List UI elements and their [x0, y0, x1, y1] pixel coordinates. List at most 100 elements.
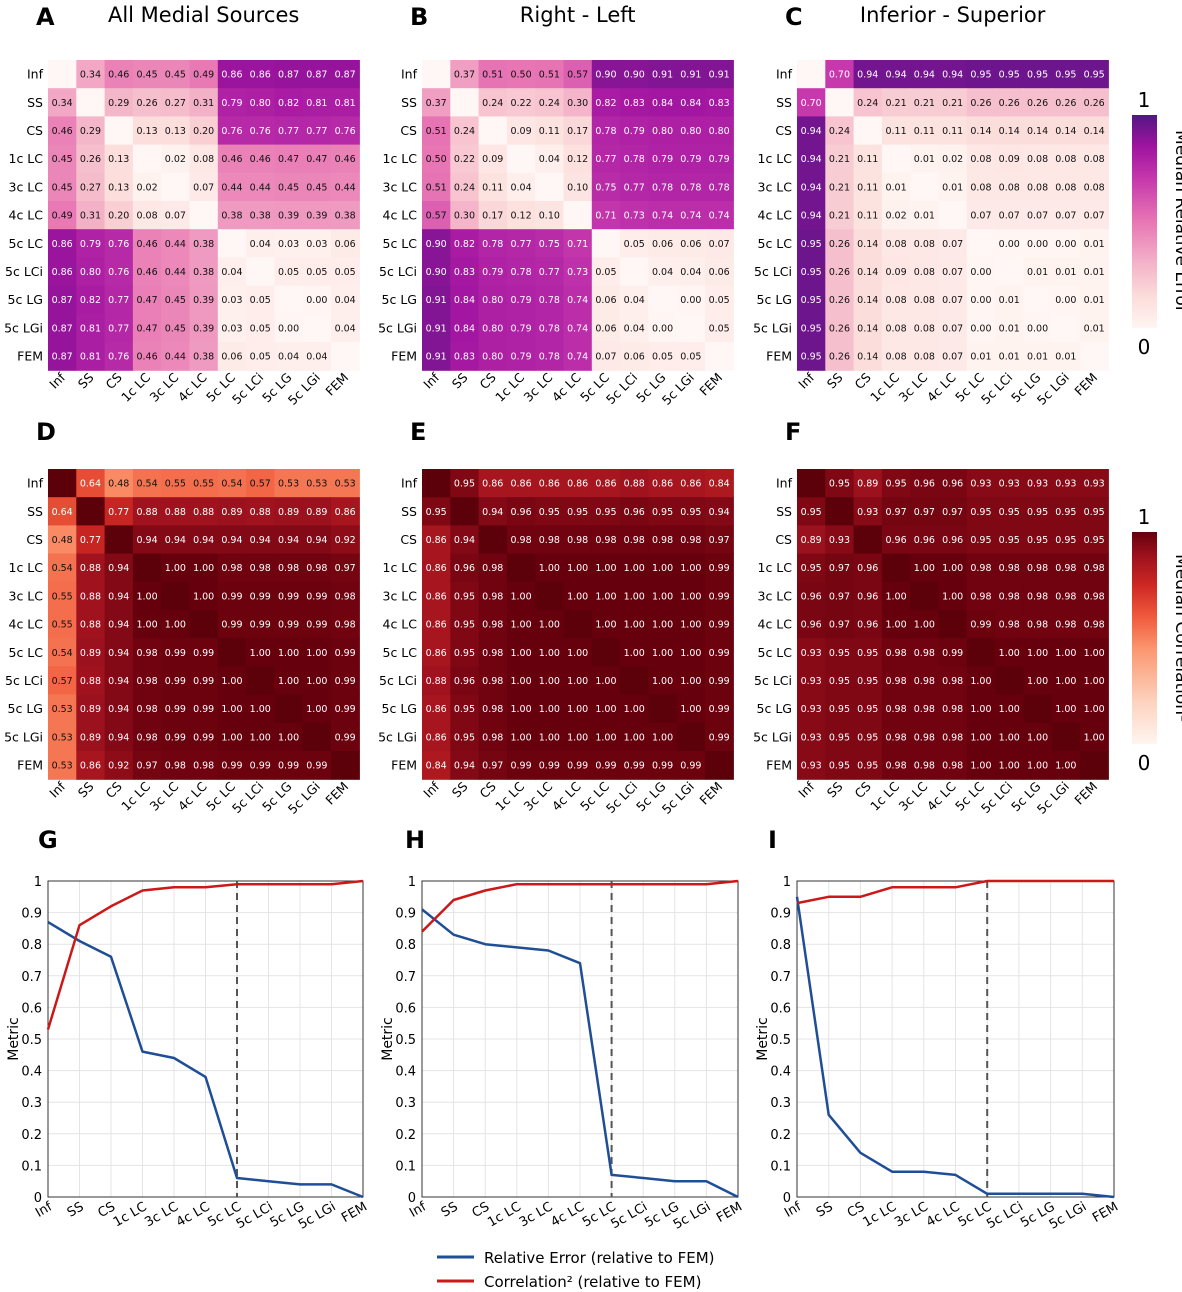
- heatmap-cell: [966, 313, 996, 343]
- y-tick-label: 5c LCi: [5, 673, 43, 688]
- cell-value-label: 0.95: [1027, 535, 1048, 546]
- cell-value-label: 0.39: [193, 323, 214, 334]
- y-tick-label: FEM: [391, 758, 417, 773]
- heatmap-cell: [535, 497, 565, 526]
- heatmap-cell: [535, 257, 565, 287]
- heatmap-cell: [676, 581, 706, 611]
- line-legend: Relative Error (relative to FEM)Correlat…: [437, 1249, 715, 1291]
- heatmap-cell: [506, 144, 536, 174]
- cell-value-label: 0.27: [80, 182, 101, 193]
- cell-value-label: 0.89: [221, 507, 242, 518]
- cell-value-label: 0.39: [193, 295, 214, 306]
- cell-value-label: 0.90: [426, 239, 447, 250]
- y-tick-label: 0.3: [21, 1096, 42, 1111]
- heatmap-cell: [591, 342, 621, 371]
- cell-value-label: 0.99: [709, 591, 730, 602]
- cell-value-label: 0.79: [709, 154, 730, 165]
- cell-value-label: 0.05: [250, 352, 271, 363]
- heatmap-cell: [189, 116, 219, 146]
- heatmap-cell: [797, 144, 826, 174]
- heatmap-cell: [189, 666, 219, 696]
- cell-value-label: 0.94: [801, 182, 822, 193]
- heatmap-cell: [48, 553, 77, 583]
- cell-value-label: 0.86: [426, 563, 447, 574]
- y-tick-label: 5c LC: [9, 236, 44, 251]
- heatmap-cell: [825, 144, 855, 174]
- cell-value-label: 0.86: [52, 267, 73, 278]
- heatmap-cell: [825, 201, 855, 230]
- cell-value-label: 0.99: [221, 620, 242, 631]
- heatmap-cell: [563, 229, 593, 258]
- heatmap-cell: [450, 342, 480, 371]
- heatmap-cell: [676, 88, 706, 117]
- cell-value-label: 1.00: [221, 676, 242, 687]
- heatmap-cell: [825, 553, 855, 583]
- heatmap-cell: [648, 229, 678, 258]
- heatmap-cell: [1051, 88, 1081, 117]
- x-tick-label: 5c LCi: [229, 779, 266, 816]
- heatmap-cell: [161, 229, 191, 258]
- heatmap-cell: [478, 144, 508, 174]
- cell-value-label: 0.80: [80, 267, 101, 278]
- cell-value-label: 0.95: [1084, 535, 1105, 546]
- heatmap-cell: [620, 525, 649, 555]
- cell-value-label: 0.98: [914, 761, 935, 772]
- cell-value-label: 0.45: [136, 70, 157, 81]
- cell-value-label: 1.00: [567, 732, 588, 743]
- heatmap-cell: [563, 60, 593, 89]
- heatmap-cell: [535, 694, 565, 724]
- cell-value-label: 0.98: [885, 704, 906, 715]
- y-tick-label: 4c LC: [758, 617, 793, 632]
- cell-value-label: 0.47: [136, 295, 157, 306]
- heatmap-cell: [648, 172, 678, 202]
- cell-value-label: 0.88: [624, 479, 645, 490]
- heatmap-cell: [302, 497, 332, 526]
- x-tick-label: 5c LCi: [603, 370, 640, 407]
- x-tick-label: 5c LGi: [1034, 779, 1072, 817]
- cell-value-label: 0.54: [52, 648, 73, 659]
- heatmap-cell: [910, 201, 940, 230]
- heatmap-cell: [132, 694, 162, 724]
- cell-value-label: 1.00: [680, 591, 701, 602]
- cell-value-label: 1.00: [1027, 761, 1048, 772]
- cell-value-label: 0.71: [567, 239, 588, 250]
- cell-value-label: 0.97: [914, 507, 935, 518]
- y-tick-label: CS: [775, 532, 792, 547]
- y-tick-label: 0.4: [770, 1065, 791, 1080]
- heatmap-cell: [274, 666, 304, 696]
- heatmap-cell: [274, 497, 304, 526]
- x-tick-label: FEM: [1090, 1199, 1121, 1225]
- cell-value-label: 1.00: [539, 563, 560, 574]
- x-tick-label: 1c LC: [861, 1199, 900, 1230]
- cell-value-label: 0.46: [250, 154, 271, 165]
- cell-value-label: 0.82: [278, 98, 299, 109]
- cell-value-label: 0.51: [482, 70, 503, 81]
- cell-value-label: 1.00: [970, 732, 991, 743]
- heatmap-cell: [1051, 553, 1081, 583]
- cell-value-label: 0.53: [52, 732, 73, 743]
- heatmap-cell: [910, 257, 940, 287]
- cell-value-label: 0.98: [680, 535, 701, 546]
- heatmap-cell: [1080, 610, 1109, 639]
- heatmap-cell: [48, 60, 77, 89]
- heatmap-cell: [535, 88, 565, 117]
- heatmap-cell: [506, 497, 536, 526]
- heatmap-cell: [48, 172, 77, 202]
- cell-value-label: 0.86: [426, 732, 447, 743]
- cell-value-label: 0.08: [885, 239, 906, 250]
- cell-value-label: 0.95: [1027, 507, 1048, 518]
- heatmap-cell: [1080, 285, 1109, 315]
- cell-value-label: 1.00: [970, 704, 991, 715]
- heatmap-cell: [161, 497, 191, 526]
- cell-value-label: 0.96: [510, 507, 531, 518]
- x-tick-label: CS: [102, 370, 124, 392]
- heatmap-cell: [535, 469, 565, 498]
- legend-label: Correlation² (relative to FEM): [484, 1273, 701, 1291]
- cell-value-label: 0.91: [652, 70, 673, 81]
- heatmap-cell: [274, 229, 304, 258]
- cell-value-label: 0.94: [108, 620, 129, 631]
- heatmap-cell: [591, 116, 621, 146]
- cell-value-label: 0.94: [221, 535, 242, 546]
- heatmap-cell: [910, 313, 940, 343]
- heatmap-cell: [132, 553, 162, 583]
